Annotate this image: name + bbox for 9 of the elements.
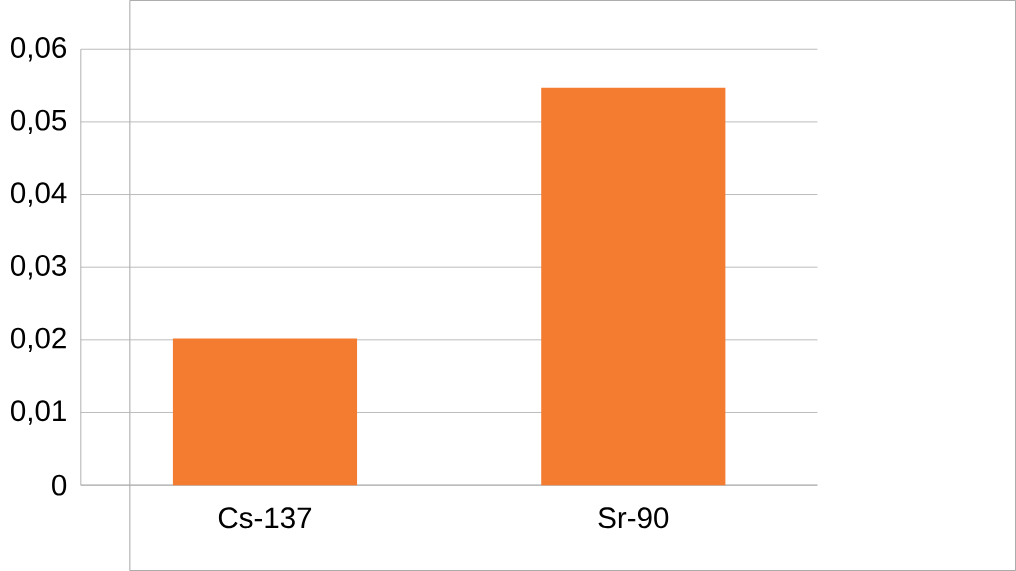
x-tick-label: Sr-90 — [598, 507, 669, 529]
y-tick-label: 0,03 — [11, 254, 67, 280]
y-tick-label: 0,06 — [11, 37, 67, 62]
x-tick-label: Cs-137 — [218, 507, 312, 529]
y-tick-label: 0,01 — [11, 400, 66, 425]
y-tick-label: 0,04 — [11, 182, 67, 207]
y-tick-label: 0,02 — [11, 327, 66, 353]
y-tick-label: 0,05 — [11, 109, 67, 135]
y-tick-label: 0 — [52, 474, 67, 496]
